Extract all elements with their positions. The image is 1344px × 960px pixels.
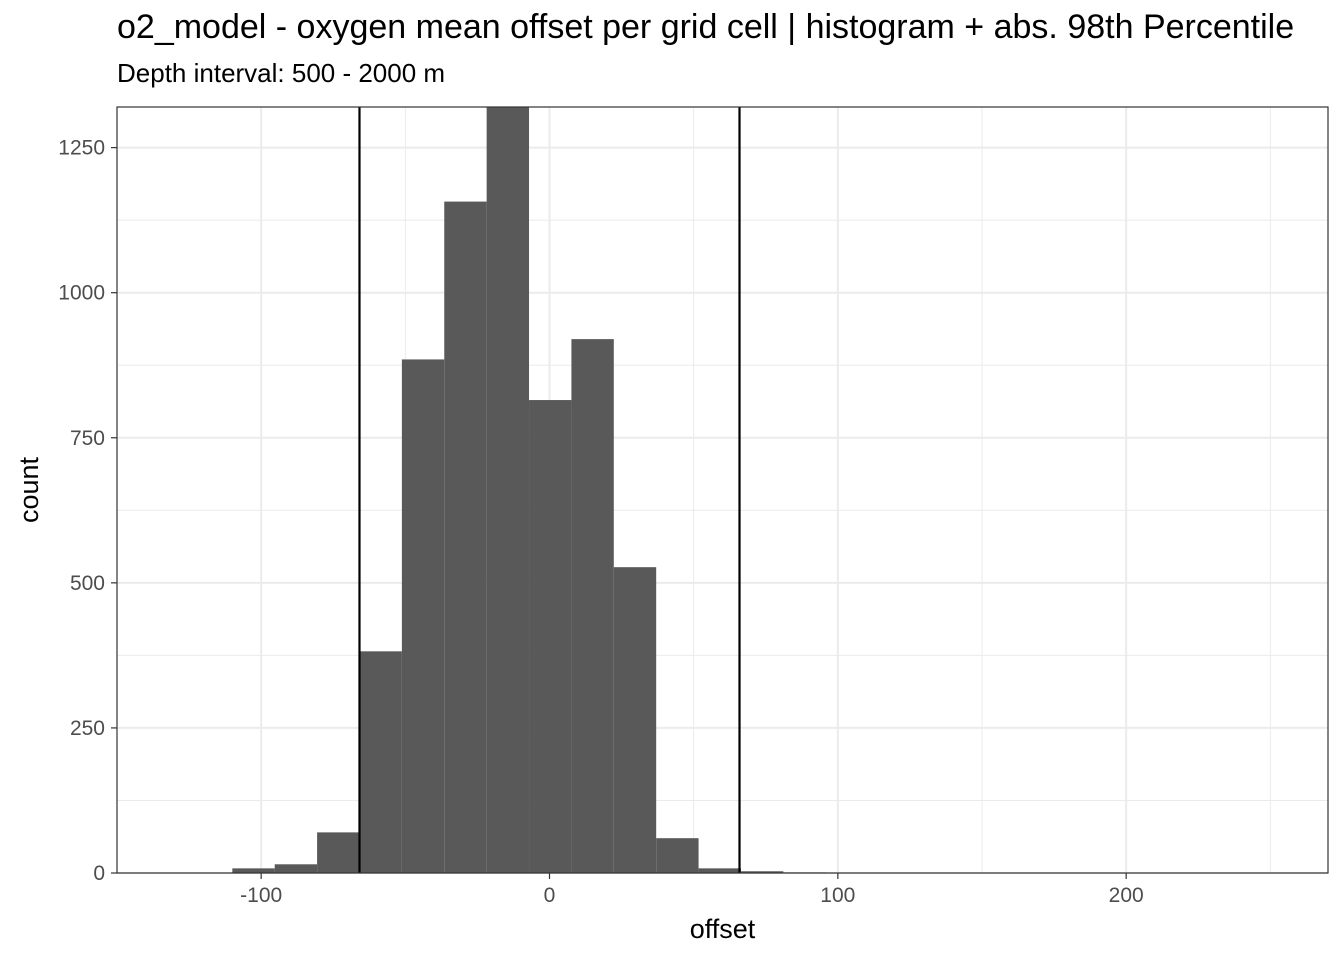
histogram-bar [698, 868, 741, 873]
y-tick-label: 750 [70, 427, 105, 450]
y-axis-ticks: 0 250 500 750 1000 1250 [58, 137, 117, 885]
histogram-bar [274, 864, 318, 873]
histogram-bar [317, 832, 360, 873]
y-tick-label: 1250 [58, 137, 105, 160]
y-tick-label: 250 [70, 717, 105, 740]
percentile-lines [358, 107, 741, 873]
histogram-bar [529, 400, 572, 873]
x-tick-label: 200 [1109, 884, 1144, 907]
y-tick-label: 0 [93, 862, 105, 885]
histogram-bar [232, 868, 275, 873]
histogram-bar [740, 871, 784, 873]
histogram-bars [232, 107, 826, 873]
histogram-bar [359, 651, 402, 873]
histogram-bar [571, 339, 614, 873]
x-tick-label: 0 [544, 884, 556, 907]
x-tick-label: -100 [240, 884, 282, 907]
chart-title: o2_model - oxygen mean offset per grid c… [117, 8, 1295, 46]
panel-border [116, 106, 1329, 874]
grid-major [117, 107, 1328, 874]
grid-minor [116, 107, 1328, 873]
histogram-bar [613, 567, 657, 873]
histogram-bar [444, 201, 487, 873]
histogram-bar [656, 838, 699, 873]
y-tick-label: 500 [70, 572, 105, 595]
y-tick-label: 1000 [58, 282, 105, 305]
chart-subtitle: Depth interval: 500 - 2000 m [117, 58, 446, 88]
histogram-bar [401, 359, 445, 873]
x-axis-ticks: -100 0 100 200 [240, 873, 1144, 907]
x-tick-label: 100 [820, 884, 855, 907]
y-axis-title: count [14, 456, 44, 523]
x-axis-title: offset [690, 914, 756, 944]
histogram-bar [486, 107, 530, 873]
